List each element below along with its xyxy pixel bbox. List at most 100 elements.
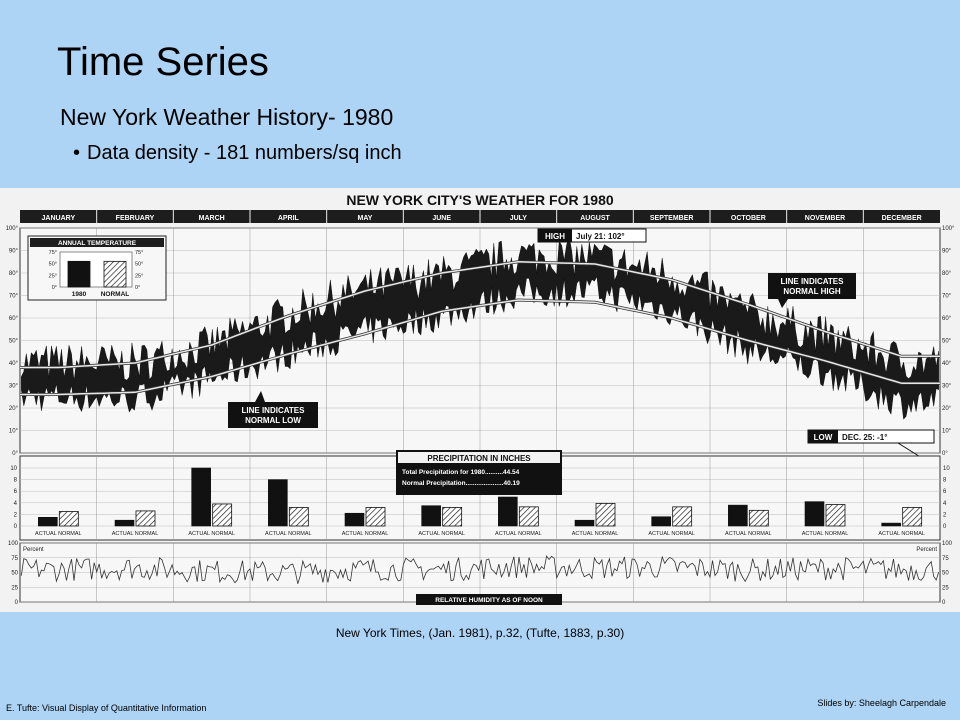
humidity-percent-label-right: Percent xyxy=(916,547,937,553)
precipitation-bar-normal xyxy=(825,504,846,527)
precipitation-bar-actual xyxy=(344,512,365,527)
figure-caption: New York Times, (Jan. 1981), p.32, (Tuft… xyxy=(335,626,625,640)
precipitation-bar-actual xyxy=(574,519,595,527)
normal-high-line xyxy=(20,261,940,369)
temperature-tick-left: 0° xyxy=(12,451,18,457)
humidity-tick-right: 0 xyxy=(942,600,946,606)
normal-high-annotation-box xyxy=(768,273,856,299)
precipitation-bar-normal xyxy=(672,506,693,527)
normal-high-annotation-line1: LINE INDICATES xyxy=(781,277,845,286)
daily-temperature-band xyxy=(21,236,939,420)
humidity-tick-left: 50 xyxy=(11,571,18,577)
month-label: JULY xyxy=(510,215,528,222)
normal-low-annotation-box xyxy=(228,402,318,428)
precipitation-tick-right: 6 xyxy=(943,489,947,495)
month-label: APRIL xyxy=(278,215,300,222)
humidity-tick-left: 0 xyxy=(15,600,19,606)
high-annotation-value: July 21: 102° xyxy=(576,232,625,241)
humidity-tick-left: 100 xyxy=(8,541,19,547)
precipitation-bar-normal xyxy=(135,510,156,527)
precipitation-normal-label: Normal Precipitation....................… xyxy=(402,480,520,487)
precipitation-tick-right: 2 xyxy=(943,512,947,518)
precipitation-bar-actual xyxy=(728,504,748,527)
humidity-tick-left: 25 xyxy=(11,585,18,591)
inset-bar-1980 xyxy=(67,260,91,288)
precipitation-tick-left: 8 xyxy=(14,478,18,484)
month-label: FEBRUARY xyxy=(116,215,155,222)
slide-bullet: • Data density - 181 numbers/sq inch xyxy=(73,142,402,165)
precipitation-bar-actual xyxy=(881,522,901,527)
precipitation-tick-left: 10 xyxy=(10,466,17,472)
temperature-tick-left: 60° xyxy=(9,316,19,322)
slide-subtitle: New York Weather History- 1980 xyxy=(60,104,394,130)
month-label: MARCH xyxy=(199,215,225,222)
temperature-tick-left: 90° xyxy=(9,249,19,255)
slide-title: Time Series xyxy=(57,40,269,84)
humidity-tick-right: 50 xyxy=(942,571,949,577)
humidity-title: RELATIVE HUMIDITY AS OF NOON xyxy=(435,597,543,604)
temperature-tick-left: 70° xyxy=(9,294,19,300)
temperature-tick-right: 50° xyxy=(942,339,952,345)
precipitation-title: PRECIPITATION IN INCHES xyxy=(427,454,531,463)
inset-tick-right: 25° xyxy=(135,273,143,279)
precipitation-total-label: Total Precipitation for 1980..........44… xyxy=(402,469,520,476)
inset-tick-right: 0° xyxy=(135,285,140,291)
temperature-tick-right: 30° xyxy=(942,384,952,390)
precipitation-bar-label: ACTUAL NORMAL xyxy=(188,531,235,537)
weather-chart-figure: NEW YORK CITY'S WEATHER FOR 1980 JANUARY… xyxy=(0,188,960,612)
normal-low-annotation-line1: LINE INDICATES xyxy=(242,406,306,415)
temperature-tick-right: 100° xyxy=(942,226,955,232)
inset-tick-right: 50° xyxy=(135,262,143,268)
humidity-tick-right: 100 xyxy=(942,541,953,547)
humidity-tick-right: 75 xyxy=(942,556,949,562)
temperature-panel: 100° 100° 90° 90° 80° 80° 70° 70° 60° 60° 50° 50° 40… xyxy=(6,226,955,459)
temperature-tick-left: 20° xyxy=(9,406,19,412)
low-annotation-value: DEC. 25: -1° xyxy=(842,433,887,442)
precipitation-bar-normal xyxy=(58,511,79,527)
precipitation-bar-actual xyxy=(421,505,441,527)
precipitation-bar-actual xyxy=(804,501,825,527)
precipitation-bar-label: ACTUAL NORMAL xyxy=(265,531,312,537)
inset-tick-left: 25° xyxy=(49,273,57,279)
low-annotation-tag xyxy=(808,430,838,443)
precipitation-bar-label: ACTUAL NORMAL xyxy=(725,531,772,537)
precipitation-bar-label: ACTUAL NORMAL xyxy=(35,531,82,537)
annual-temperature-title: ANNUAL TEMPERATURE xyxy=(58,240,137,247)
footer-source: E. Tufte: Visual Display of Quantitative… xyxy=(6,703,207,713)
precipitation-bar-normal xyxy=(595,502,616,527)
month-label: AUGUST xyxy=(580,215,610,222)
precipitation-bar-actual xyxy=(38,516,58,527)
inset-tick-left: 0° xyxy=(52,285,57,291)
humidity-panel: 100 100 75 75 50 50 25 25 0 0 Percent Percent RELATI… xyxy=(8,541,953,606)
precipitation-bar-normal xyxy=(288,507,309,527)
inset-tick-right: 75° xyxy=(135,250,143,256)
inset-label-1980: 1980 xyxy=(72,291,87,298)
temperature-tick-left: 10° xyxy=(9,429,19,435)
month-label: JUNE xyxy=(432,215,451,222)
precipitation-bar-normal xyxy=(212,503,233,527)
humidity-tick-left: 75 xyxy=(11,556,18,562)
precipitation-bar-actual xyxy=(498,496,518,527)
temperature-tick-right: 60° xyxy=(942,316,952,322)
footer-credit: Slides by: Sheelagh Carpendale xyxy=(817,698,946,708)
precipitation-bar-normal xyxy=(902,507,923,527)
precipitation-bar-actual xyxy=(114,519,135,527)
humidity-percent-label-left: Percent xyxy=(23,547,44,553)
precipitation-tick-right: 4 xyxy=(943,501,947,507)
month-label: OCTOBER xyxy=(731,215,766,222)
bullet-text: Data density - 181 numbers/sq inch xyxy=(87,142,402,164)
humidity-line xyxy=(20,555,940,584)
precipitation-bar-actual xyxy=(268,479,288,527)
precipitation-tick-right: 8 xyxy=(943,478,947,484)
normal-high-annotation-pointer xyxy=(778,299,788,308)
precipitation-bar-normal xyxy=(365,507,386,527)
inset-bar-normal xyxy=(103,260,127,288)
month-label: JANUARY xyxy=(42,215,76,222)
month-label: SEPTEMBER xyxy=(650,215,694,222)
temperature-tick-left: 30° xyxy=(9,384,19,390)
normal-low-annotation-line2: NORMAL LOW xyxy=(245,416,301,425)
temperature-tick-right: 10° xyxy=(942,429,952,435)
bullet-dot: • xyxy=(73,142,81,164)
precipitation-bar-actual xyxy=(191,467,211,527)
temperature-tick-left: 50° xyxy=(9,339,19,345)
